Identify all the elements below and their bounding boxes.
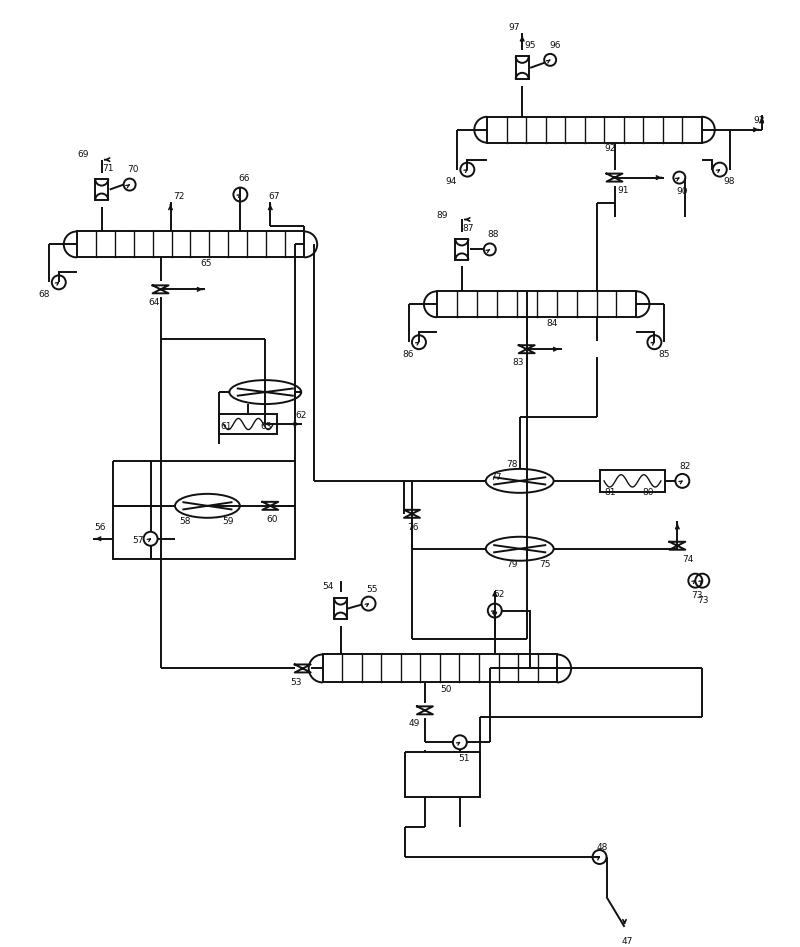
Text: 82: 82 bbox=[679, 462, 690, 472]
Bar bbox=[334, 599, 347, 619]
Text: 63: 63 bbox=[260, 421, 272, 431]
Text: 94: 94 bbox=[446, 177, 457, 186]
Text: 51: 51 bbox=[458, 754, 470, 762]
Text: 64: 64 bbox=[149, 297, 160, 307]
Text: 84: 84 bbox=[546, 319, 558, 328]
Text: 83: 83 bbox=[513, 358, 524, 366]
Text: 74: 74 bbox=[682, 555, 694, 564]
Text: 70: 70 bbox=[128, 165, 139, 174]
Text: 78: 78 bbox=[506, 460, 518, 470]
Text: 53: 53 bbox=[290, 678, 302, 687]
Text: 73: 73 bbox=[698, 596, 709, 605]
Text: 68: 68 bbox=[39, 290, 50, 299]
Text: 49: 49 bbox=[409, 719, 420, 728]
Text: 75: 75 bbox=[540, 561, 551, 569]
Bar bbox=[219, 414, 278, 434]
Text: 91: 91 bbox=[618, 186, 629, 195]
Text: 98: 98 bbox=[724, 177, 735, 186]
Text: 62: 62 bbox=[295, 411, 306, 420]
Text: 47: 47 bbox=[622, 938, 633, 946]
Text: 87: 87 bbox=[463, 224, 474, 233]
Text: 71: 71 bbox=[102, 164, 114, 173]
Bar bbox=[437, 292, 637, 317]
Text: 57: 57 bbox=[133, 536, 144, 545]
Text: 67: 67 bbox=[268, 192, 280, 201]
Bar bbox=[600, 470, 665, 491]
Text: 81: 81 bbox=[605, 489, 616, 497]
Text: 69: 69 bbox=[78, 151, 90, 159]
Text: 86: 86 bbox=[402, 349, 414, 359]
Text: 90: 90 bbox=[676, 188, 688, 196]
Text: 92: 92 bbox=[605, 144, 616, 153]
Text: 50: 50 bbox=[440, 685, 451, 694]
Text: 73: 73 bbox=[691, 591, 703, 600]
Text: 96: 96 bbox=[549, 42, 561, 50]
Text: 93: 93 bbox=[754, 116, 765, 125]
Text: 85: 85 bbox=[658, 349, 670, 359]
Text: 65: 65 bbox=[201, 259, 212, 268]
Text: 66: 66 bbox=[238, 174, 250, 183]
Text: 80: 80 bbox=[642, 489, 654, 497]
Text: 77: 77 bbox=[490, 474, 502, 482]
Text: 97: 97 bbox=[508, 24, 520, 32]
Bar bbox=[95, 179, 108, 200]
Text: 60: 60 bbox=[266, 515, 278, 525]
Text: 52: 52 bbox=[493, 590, 504, 599]
Text: 89: 89 bbox=[436, 211, 447, 220]
Text: 54: 54 bbox=[322, 582, 334, 591]
Text: 56: 56 bbox=[94, 524, 106, 532]
Text: 88: 88 bbox=[488, 230, 499, 239]
Bar bbox=[516, 57, 529, 80]
Bar bbox=[487, 116, 702, 143]
Text: 76: 76 bbox=[407, 524, 418, 532]
Bar bbox=[322, 654, 557, 683]
Text: 95: 95 bbox=[524, 42, 536, 50]
Bar bbox=[455, 239, 468, 259]
Text: 59: 59 bbox=[222, 517, 234, 527]
Text: 55: 55 bbox=[366, 585, 378, 594]
Bar bbox=[77, 231, 304, 258]
Text: 48: 48 bbox=[597, 843, 608, 851]
Text: 61: 61 bbox=[221, 421, 232, 431]
Text: 58: 58 bbox=[179, 517, 191, 527]
Text: 79: 79 bbox=[506, 561, 518, 569]
Text: 72: 72 bbox=[174, 192, 185, 201]
